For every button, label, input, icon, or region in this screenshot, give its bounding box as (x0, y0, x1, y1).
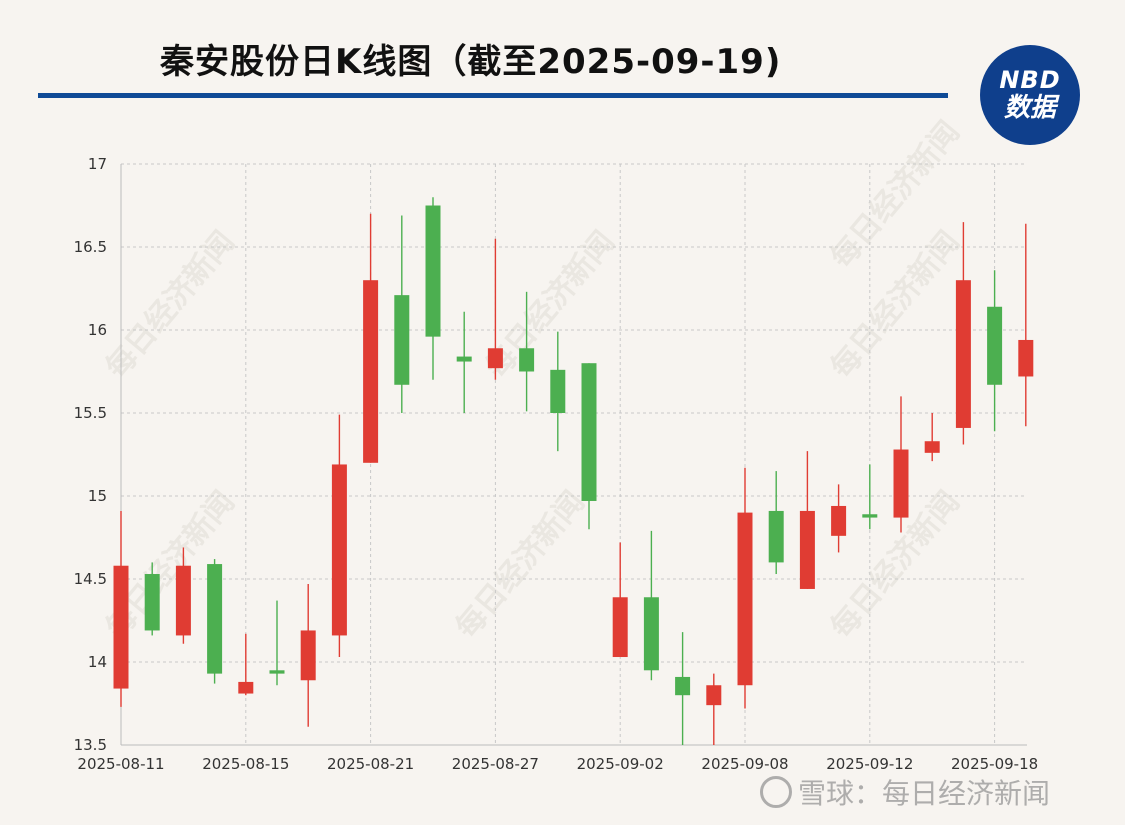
candle (113, 510, 129, 707)
candle-body (768, 510, 784, 563)
footer-watermark: 雪球：每日经济新闻 (760, 772, 1050, 812)
candle (737, 467, 753, 709)
candle (550, 331, 566, 452)
y-tick-label: 13.5 (74, 736, 107, 754)
title-underline (38, 93, 948, 98)
x-tick-label: 2025-09-18 (951, 755, 1038, 773)
candle-body (955, 280, 971, 428)
candle-body (300, 630, 316, 681)
candle (862, 464, 878, 530)
candle (238, 633, 254, 696)
candle (706, 673, 722, 745)
candle-body (581, 363, 597, 501)
candles (113, 197, 1034, 745)
candle (675, 632, 691, 745)
candle (363, 213, 379, 463)
candle-body (893, 449, 909, 518)
candle (456, 311, 472, 413)
candle (612, 542, 628, 658)
candle (207, 559, 223, 684)
candle-body (238, 681, 254, 694)
nbd-logo: NBD 数据 (980, 45, 1080, 145)
candle-body (425, 205, 441, 337)
candle (331, 414, 347, 658)
candle (643, 530, 659, 681)
candle (144, 562, 160, 636)
y-tick-label: 17 (88, 155, 107, 173)
candle-body (487, 348, 503, 369)
candle (175, 547, 191, 644)
candle-body (269, 670, 285, 674)
candle-body (924, 441, 940, 453)
chart-title: 秦安股份日K线图（截至2025-09-19) (160, 42, 782, 82)
candle-body (331, 464, 347, 636)
candle-body (175, 565, 191, 636)
candle (799, 451, 815, 589)
candle-body (987, 306, 1003, 385)
candle (768, 471, 784, 575)
y-tick-label: 15.5 (74, 404, 107, 422)
candle (300, 583, 316, 727)
candle-body (519, 348, 535, 372)
y-tick-label: 14.5 (74, 570, 107, 588)
candle (893, 396, 909, 533)
candle (987, 270, 1003, 432)
x-tick-label: 2025-09-12 (826, 755, 913, 773)
watermark-text: 每日经济新闻 (449, 485, 592, 645)
logo-text-data: 数据 (1003, 93, 1056, 123)
candle (519, 291, 535, 412)
y-tick-label: 15 (88, 487, 107, 505)
x-tick-label: 2025-08-11 (77, 755, 164, 773)
y-tick-label: 14 (88, 653, 107, 671)
tick-labels: 13.5 14 14.5 15 15.5 16 16.5 17 2025-08-11 2025-0… (74, 155, 1039, 773)
candle-body (456, 356, 472, 362)
candle (581, 363, 597, 530)
candle (955, 222, 971, 445)
snowball-icon (760, 776, 792, 808)
candle (924, 413, 940, 462)
candle (425, 197, 441, 380)
candle-body (831, 505, 847, 536)
y-tick-label: 16 (88, 321, 107, 339)
candle-body (550, 369, 566, 413)
candle (394, 215, 410, 413)
candle-body (394, 295, 410, 385)
candle-body (643, 597, 659, 671)
candle-body (862, 514, 878, 518)
candle (831, 484, 847, 553)
candle-body (207, 564, 223, 674)
candle-body (612, 597, 628, 658)
x-tick-label: 2025-09-08 (701, 755, 788, 773)
candle-body (799, 510, 815, 589)
logo-text-nbd: NBD (999, 66, 1061, 94)
candle-body (706, 685, 722, 706)
candle-body (737, 512, 753, 686)
x-tick-label: 2025-08-15 (202, 755, 289, 773)
candle (487, 238, 503, 380)
y-tick-label: 16.5 (74, 238, 107, 256)
candle-body (675, 676, 691, 696)
candle-body (144, 574, 160, 631)
x-tick-label: 2025-09-02 (577, 755, 664, 773)
candle-body (1018, 339, 1034, 377)
candle (1018, 223, 1034, 427)
candle (269, 600, 285, 686)
footer-watermark-text: 雪球：每日经济新闻 (798, 777, 1051, 810)
x-tick-label: 2025-08-21 (327, 755, 414, 773)
candle-body (363, 280, 379, 463)
x-tick-label: 2025-08-27 (452, 755, 539, 773)
candle-body (113, 565, 129, 689)
